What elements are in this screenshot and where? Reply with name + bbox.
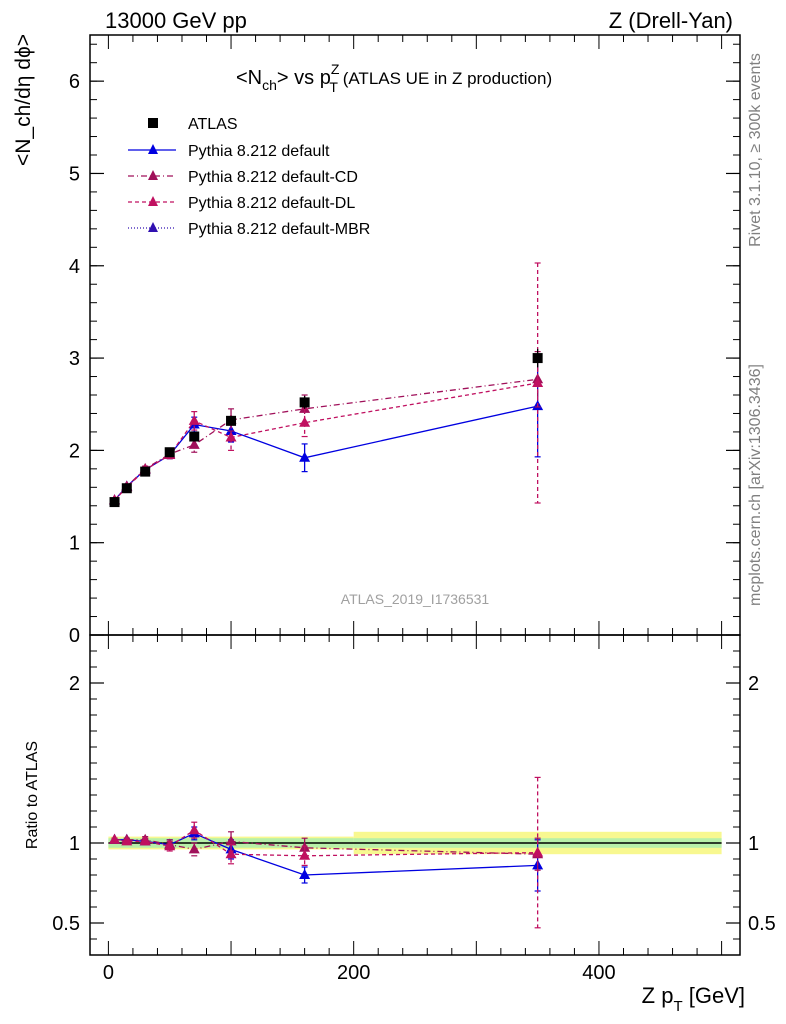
- ratio-ytick-label-right: 2: [748, 673, 759, 695]
- ratio-ylabel: Ratio to ATLAS: [24, 741, 41, 849]
- main-mc-1-point: [299, 451, 311, 462]
- ratio-frame: [89, 634, 741, 956]
- main-mc-3-point: [532, 377, 544, 387]
- ratio-mc-1-point: [299, 869, 311, 879]
- ratio-xlabel: Z pT [GeV]: [642, 983, 745, 1015]
- main-mc-2-line: [114, 378, 538, 501]
- ratio-mc-3-point: [164, 840, 176, 851]
- ratio-ytick-label: 1: [69, 833, 80, 855]
- main-mc-3-point: [225, 431, 237, 442]
- atlas-data-point: [226, 415, 237, 426]
- ratio-xtick-label: 400: [582, 962, 615, 984]
- ratio-mc-3-point: [139, 835, 151, 846]
- ratio-mc-3-point: [299, 849, 311, 860]
- main-ytick-label: 2: [69, 440, 80, 462]
- ratio-xtick-label: 200: [337, 962, 370, 984]
- atlas-data-point: [532, 353, 543, 364]
- main-mc-3-point: [188, 414, 200, 425]
- legend: ATLAS Pythia 8.212 default Pythia 8.212 …: [128, 116, 370, 238]
- atlas-data-point: [140, 466, 151, 477]
- legend-marker-cd: [148, 170, 158, 180]
- ratio-mc-2-point: [188, 843, 200, 854]
- atlas-data-point: [164, 447, 175, 458]
- legend-label-cd: Pythia 8.212 default-CD: [188, 169, 358, 186]
- ratio-ytick-label: 2: [69, 673, 80, 695]
- ratio-mc-3-point: [188, 824, 200, 835]
- header-right: Z (Drell-Yan): [609, 8, 733, 33]
- analysis-watermark: ATLAS_2019_I1736531: [341, 591, 490, 607]
- legend-label-mbr: Pythia 8.212 default-MBR: [188, 221, 370, 238]
- atlas-data-point: [109, 497, 120, 508]
- ratio-ytick-label-right: 1: [748, 833, 759, 855]
- ratio-mc-3-point: [532, 846, 544, 857]
- rivet-label: Rivet 3.1.10, ≥ 300k events: [747, 53, 764, 247]
- legend-marker-dl: [148, 196, 158, 206]
- main-ylabel: <N_ch/dη dϕ>: [12, 34, 35, 166]
- main-ytick-label: 5: [69, 163, 80, 185]
- main-ytick-label: 1: [69, 533, 80, 555]
- ratio-mc-3-point: [109, 833, 121, 844]
- main-mc-3-line: [114, 382, 538, 501]
- main-ytick-label: 4: [69, 256, 80, 278]
- legend-label-atlas: ATLAS: [188, 116, 238, 133]
- main-mc-3-point: [299, 416, 311, 427]
- main-mc-1-line: [114, 405, 538, 501]
- ratio-mc-3-point: [121, 835, 133, 846]
- header-left: 13000 GeV pp: [105, 8, 247, 33]
- legend-label-dl: Pythia 8.212 default-DL: [188, 195, 355, 212]
- main-ytick-label: 3: [69, 348, 80, 370]
- atlas-data-point: [121, 483, 132, 494]
- main-title: <Nch> vs pZ T (ATLAS UE in Z production): [236, 61, 552, 95]
- ratio-mc-3-point: [225, 848, 237, 859]
- mcplots-label: mcplots.cern.ch [arXiv:1306.3436]: [747, 364, 764, 606]
- main-mc-1-point: [225, 425, 237, 435]
- atlas-data-point: [189, 431, 200, 442]
- legend-label-default: Pythia 8.212 default: [188, 143, 330, 160]
- ratio-ytick-label: 0.5: [52, 913, 80, 935]
- main-ytick-label: 0: [69, 625, 80, 647]
- ratio-mc-2-point: [225, 835, 237, 846]
- ratio-xtick-label: 0: [103, 962, 114, 984]
- ratio-ytick-label-right: 0.5: [748, 913, 776, 935]
- legend-marker-default: [148, 144, 158, 154]
- legend-marker-mbr: [148, 222, 158, 232]
- legend-marker-atlas: [148, 118, 158, 128]
- main-ytick-label: 6: [69, 71, 80, 93]
- atlas-data-point: [299, 397, 310, 408]
- main-mc-2-point: [188, 438, 200, 449]
